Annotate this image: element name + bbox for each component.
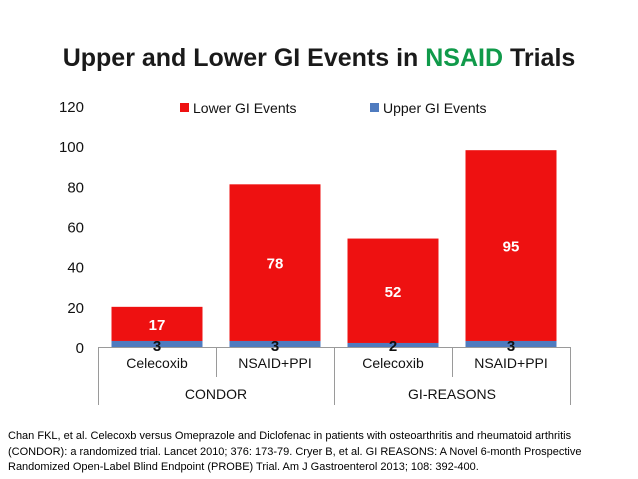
data-label-upper-gi: 2	[389, 338, 397, 355]
title-highlight: NSAID	[425, 44, 504, 72]
bar-upper-gi	[465, 340, 557, 347]
y-tick-label: 100	[59, 139, 84, 156]
x-category-label: Celecoxib	[126, 355, 188, 371]
legend-label: Lower GI Events	[193, 100, 297, 116]
citation-text: Chan FKL, et al. Celecoxb versus Omepraz…	[8, 430, 582, 473]
data-label-lower-gi: 95	[503, 239, 520, 256]
legend-swatch	[370, 103, 379, 112]
title-prefix: Upper and Lower GI Events in	[62, 44, 426, 72]
bar-lower-gi	[111, 306, 203, 341]
legend-swatch	[180, 103, 189, 112]
chart-title: Upper and Lower GI Events in NSAID Trial…	[0, 44, 638, 73]
x-category-label: NSAID+PPI	[238, 355, 312, 371]
bar-upper-gi	[347, 342, 439, 347]
data-label-lower-gi: 52	[385, 284, 402, 301]
stacked-bar-chart: 020406080100120173Celecoxib783NSAID+PPI5…	[59, 99, 571, 405]
bar-lower-gi	[347, 238, 439, 343]
bar-lower-gi	[229, 184, 321, 341]
y-tick-label: 0	[76, 340, 84, 357]
data-label-upper-gi: 3	[153, 338, 161, 355]
data-label-upper-gi: 3	[507, 338, 515, 355]
y-tick-label: 120	[59, 99, 84, 116]
y-tick-label: 20	[67, 300, 84, 317]
data-label-lower-gi: 17	[149, 317, 166, 334]
data-label-upper-gi: 3	[271, 338, 279, 355]
x-category-label: NSAID+PPI	[474, 355, 548, 371]
bar-upper-gi	[111, 340, 203, 347]
legend-label: Upper GI Events	[383, 100, 487, 116]
y-tick-label: 80	[67, 179, 84, 196]
x-group-label: CONDOR	[185, 386, 247, 402]
data-label-lower-gi: 78	[267, 256, 284, 273]
y-tick-label: 40	[67, 260, 84, 277]
bar-lower-gi	[465, 150, 557, 341]
bar-upper-gi	[229, 340, 321, 347]
title-suffix: Trials	[503, 44, 576, 72]
y-tick-label: 60	[67, 220, 84, 237]
x-group-label: GI-REASONS	[408, 386, 496, 402]
x-category-label: Celecoxib	[362, 355, 424, 371]
